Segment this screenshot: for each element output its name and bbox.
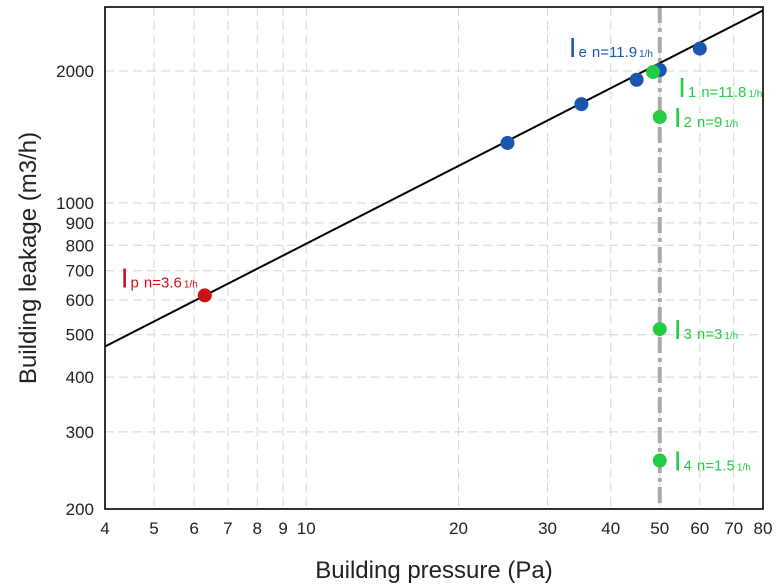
x-tick-label: 30 [538, 519, 557, 538]
annotation-unit: 1/h [724, 331, 738, 342]
annotation-subscript: 1 [688, 84, 696, 101]
plot-frame [104, 6, 764, 510]
y-tick-label: 800 [66, 236, 94, 255]
data-points [197, 41, 707, 468]
y-tick-label: 500 [66, 326, 94, 345]
annotation-value: n=1.5 [697, 458, 735, 475]
annotation-label: I 3 n=3 1/h [674, 314, 738, 345]
grid [105, 7, 763, 509]
x-axis-title: Building pressure (Pa) [315, 557, 552, 584]
annotation-symbol: I [678, 72, 686, 103]
y-tick-label: 200 [66, 500, 94, 519]
data-point [652, 322, 667, 337]
data-point [500, 135, 515, 150]
y-tick-label: 400 [66, 368, 94, 387]
x-tick-label: 20 [449, 519, 468, 538]
x-tick-label: 70 [724, 519, 743, 538]
annotation-value: n=3.6 [144, 274, 182, 291]
y-tick-label: 900 [66, 214, 94, 233]
data-point [574, 97, 589, 112]
y-tick-label: 300 [66, 423, 94, 442]
data-point [652, 453, 667, 468]
annotation-value: n=3 [697, 326, 722, 343]
x-tick-label: 10 [297, 519, 316, 538]
annotation-subscript: p [131, 274, 139, 291]
annotation-unit: 1/h [184, 279, 198, 290]
annotation-label: I 2 n=9 1/h [674, 102, 738, 133]
x-tick-label: 50 [650, 519, 669, 538]
annotation-label: I 4 n=1.5 1/h [674, 446, 751, 477]
annotation-value: n=11.8 [701, 84, 746, 101]
annotation-symbol: I [674, 446, 682, 477]
x-tick-label: 40 [601, 519, 620, 538]
x-tick-label: 80 [754, 519, 773, 538]
annotation-unit: 1/h [639, 49, 653, 60]
x-tick-label: 60 [690, 519, 709, 538]
annotation-unit: 1/h [748, 89, 762, 100]
x-tick-labels: 4 5 6 7 8 9 10 20 30 40 50 60 70 80 [100, 519, 772, 538]
annotation-unit: 1/h [737, 463, 751, 474]
x-tick-label: 4 [100, 519, 109, 538]
annotation-value: n=9 [697, 114, 722, 131]
annotation-symbol: I [674, 102, 682, 133]
x-tick-label: 5 [149, 519, 158, 538]
annotation-subscript: e [579, 44, 587, 61]
annotation-subscript: 2 [684, 114, 692, 131]
x-tick-label: 7 [223, 519, 232, 538]
annotation-label: I 1 n=11.8 1/h [678, 72, 762, 103]
x-tick-label: 9 [278, 519, 287, 538]
y-tick-label: 1000 [56, 194, 94, 213]
x-tick-label: 6 [189, 519, 198, 538]
y-tick-label: 700 [66, 262, 94, 281]
y-axis-title: Building leakage (m3/h) [15, 132, 42, 384]
annotation-symbol: I [569, 32, 577, 63]
data-point [652, 110, 667, 125]
data-point [629, 72, 644, 87]
annotation-subscript: 4 [684, 458, 692, 475]
annotation-symbol: I [674, 314, 682, 345]
data-point [197, 288, 212, 303]
data-point [692, 41, 707, 56]
data-point [646, 64, 661, 79]
y-tick-label: 2000 [56, 62, 94, 81]
annotation-symbol: I [121, 262, 129, 293]
x-tick-label: 8 [253, 519, 262, 538]
annotation-value: n=11.9 [592, 44, 637, 61]
y-tick-label: 600 [66, 291, 94, 310]
annotation-subscript: 3 [684, 326, 692, 343]
annotation-unit: 1/h [724, 119, 738, 130]
